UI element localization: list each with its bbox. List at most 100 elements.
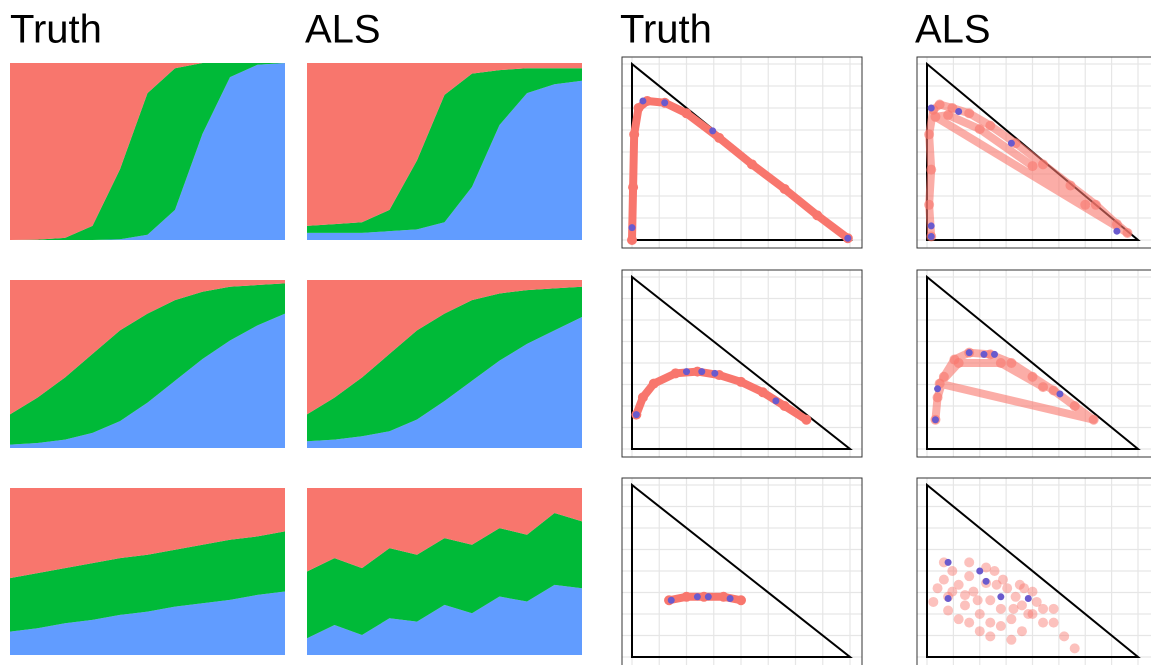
sample-point [629,129,640,140]
sample-point [1069,401,1080,411]
sample-point [633,103,644,113]
sample-point [779,401,790,411]
sample-point [995,621,1006,632]
sample-point [930,111,941,122]
sample-point [953,358,964,368]
highlight-point [927,104,935,112]
sample-point [989,566,1000,576]
sample-point [628,182,639,193]
sample-point [1027,161,1038,172]
panel-frame [621,56,863,249]
highlight-point [991,350,999,358]
sample-point [964,108,975,119]
highlight-point [1024,595,1032,603]
highlight-point [934,385,942,393]
sample-point [757,387,768,398]
stacked-area [10,283,285,445]
sample-point [779,183,790,194]
sample-point [964,617,975,628]
sample-point [714,132,725,143]
highlight-point [628,224,636,232]
panel [621,477,863,665]
highlight-point [976,567,984,575]
sample-point [637,392,648,403]
sample-point [953,614,964,625]
sample-point [681,108,692,119]
highlight-point [1007,139,1015,147]
highlight-point [965,349,973,357]
highlight-point [711,369,719,377]
column-title: ALS [915,8,991,52]
highlight-point [698,368,706,376]
sample-point [1048,603,1059,614]
simplex-triangle [926,274,1141,450]
sample-point [1088,414,1099,425]
simplex-triangle [926,482,1141,658]
panel-frame [916,477,1151,665]
sample-point [991,579,1002,590]
stacked-area [307,63,582,226]
sample-point [959,600,970,611]
sample-point [1010,591,1021,602]
sample-point [947,566,958,576]
highlight-point [661,99,669,107]
panel [916,269,1151,458]
stacked-area [307,316,582,448]
column-title: Truth [620,8,712,52]
sample-point [974,626,985,637]
stacked-area [307,80,582,240]
sample-point [627,235,637,245]
highlight-point [955,108,963,116]
sample-point [934,99,945,110]
panel [916,477,1151,665]
sample-point [1016,626,1027,637]
sample-point [938,574,949,585]
stacked-area [307,286,582,442]
sample-point [997,574,1008,585]
stacked-area [307,280,582,415]
sample-point [1048,385,1059,396]
highlight-point [772,397,780,405]
sample-point [1019,583,1030,594]
stacked-area [10,531,285,632]
highlight-point [944,558,952,566]
sample-point [1038,617,1049,628]
sample-point [932,392,943,403]
sample-point [1002,583,1013,594]
sample-point [924,199,935,210]
highlight-point [726,595,734,603]
panel [621,56,863,249]
sample-point [1048,617,1059,628]
sample-point [964,557,975,568]
sample-point [736,376,746,387]
stacked-area [10,63,285,240]
sample-point [1016,600,1027,611]
highlight-point [632,411,640,419]
column-title: ALS [305,8,381,52]
panel-frame [916,56,1151,249]
sample-point [648,378,659,389]
panel [916,56,1151,249]
highlight-point [980,350,988,358]
sample-point [670,368,681,379]
sample-point [981,562,992,573]
sample-point [985,617,996,628]
stacked-area [307,513,582,639]
highlight-point [944,595,952,603]
sample-point [1008,603,1019,614]
sample-point [995,603,1006,614]
highlight-point [693,593,701,601]
sample-point [1080,199,1091,210]
sample-point [1111,219,1122,230]
stacked-area [10,280,285,415]
sample-point [1006,358,1017,368]
sample-point [1090,199,1101,210]
stacked-area [307,68,582,233]
sample-point [1014,579,1025,590]
sample-point [1122,227,1133,238]
sample-point [681,591,692,602]
highlight-point [704,593,712,601]
highlight-point [997,593,1005,601]
sample-point [924,129,935,140]
